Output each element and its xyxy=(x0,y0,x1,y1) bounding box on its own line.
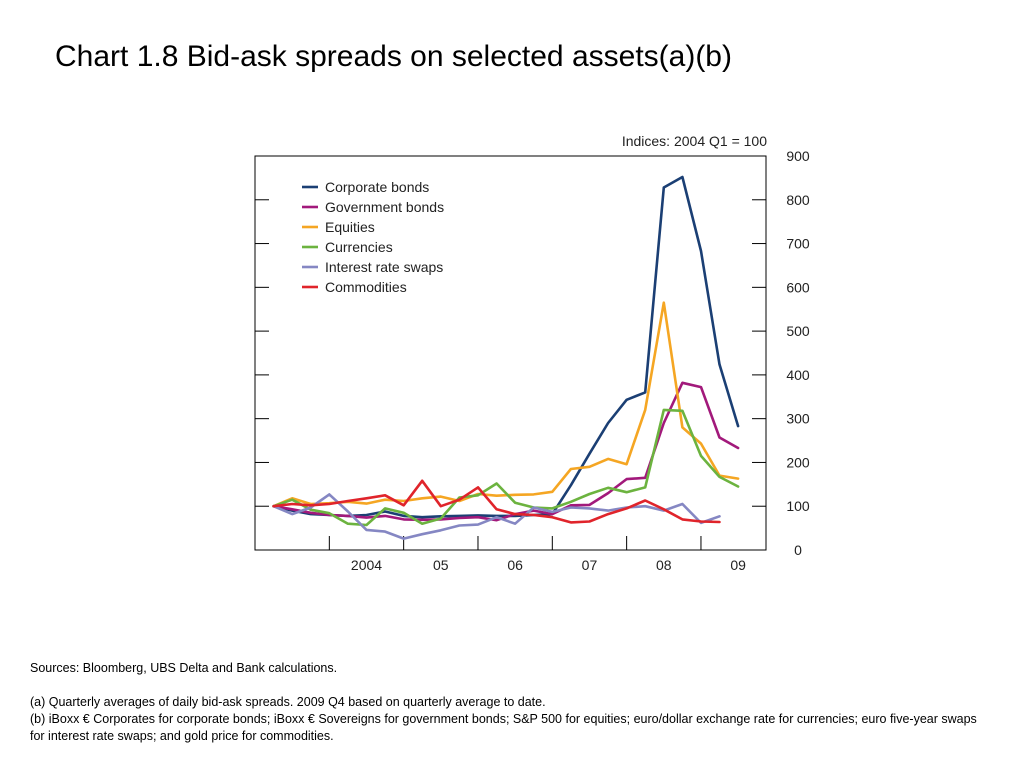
x-tick-label: 09 xyxy=(730,557,746,573)
series-line-5 xyxy=(272,493,721,540)
legend-label: Interest rate swaps xyxy=(325,259,443,275)
y-tick-label: 900 xyxy=(786,148,810,164)
footnote-b: (b) iBoxx € Corporates for corporate bon… xyxy=(30,712,977,743)
series-line-4 xyxy=(272,408,740,527)
y-tick-label: 800 xyxy=(786,192,810,208)
page-title: Chart 1.8 Bid-ask spreads on selected as… xyxy=(55,40,732,73)
series-line-3 xyxy=(272,301,740,508)
plot-frame xyxy=(254,155,767,551)
series-line-2 xyxy=(272,381,740,522)
x-tick-label: 2004 xyxy=(351,557,382,573)
series-line-6 xyxy=(272,479,721,524)
y-tick-label: 600 xyxy=(786,279,810,295)
legend-label: Corporate bonds xyxy=(325,179,429,195)
footnote-a: (a) Quarterly averages of daily bid-ask … xyxy=(30,695,546,709)
x-tick-label: 06 xyxy=(507,557,523,573)
y-tick-label: 200 xyxy=(786,454,810,470)
legend-label: Currencies xyxy=(325,239,393,255)
y-tick-label: 300 xyxy=(786,411,810,427)
unit-label: Indices: 2004 Q1 = 100 xyxy=(622,133,767,149)
x-tick-label: 07 xyxy=(582,557,598,573)
sources-note: Sources: Bloomberg, UBS Delta and Bank c… xyxy=(30,661,338,675)
legend-label: Commodities xyxy=(325,279,407,295)
footnotes: Sources: Bloomberg, UBS Delta and Bank c… xyxy=(30,660,990,745)
legend-label: Equities xyxy=(325,219,375,235)
y-tick-label: 400 xyxy=(786,367,810,383)
y-tick-label: 500 xyxy=(786,323,810,339)
x-tick-label: 05 xyxy=(433,557,449,573)
y-tick-label: 700 xyxy=(786,236,810,252)
y-tick-label: 0 xyxy=(794,542,802,558)
y-tick-label: 100 xyxy=(786,498,810,514)
legend-label: Government bonds xyxy=(325,199,444,215)
x-tick-label: 08 xyxy=(656,557,672,573)
